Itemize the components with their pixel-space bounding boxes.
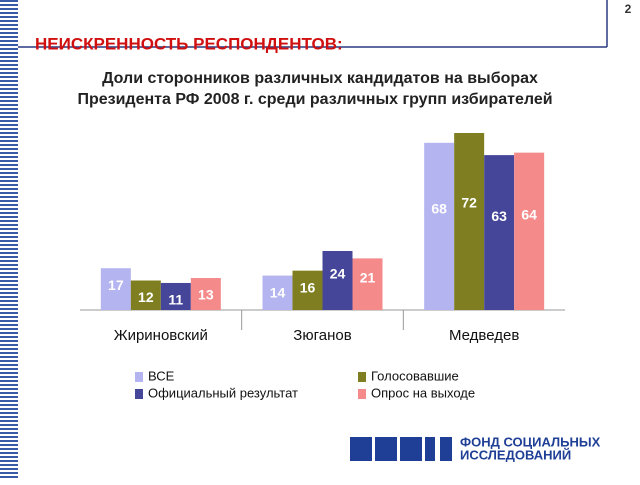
x-tick-label: Медведев bbox=[449, 327, 519, 344]
bar bbox=[262, 275, 293, 310]
bar bbox=[352, 258, 383, 310]
x-tick-label: Жириновский bbox=[114, 327, 208, 344]
bar bbox=[190, 278, 221, 310]
legend-swatch bbox=[358, 372, 366, 382]
side-border bbox=[0, 0, 18, 480]
legend-label: Опрос на выходе bbox=[371, 385, 475, 400]
bar bbox=[100, 268, 131, 310]
data-label: 14 bbox=[270, 284, 286, 300]
data-label: 24 bbox=[330, 265, 346, 281]
bar bbox=[292, 270, 323, 310]
legend-swatch bbox=[135, 372, 143, 382]
bar bbox=[130, 280, 161, 310]
data-label: 11 bbox=[168, 292, 183, 308]
legend-swatch bbox=[358, 389, 366, 399]
data-label: 16 bbox=[300, 279, 316, 295]
legend-label: Голосовавшие bbox=[371, 368, 459, 383]
x-tick-label: Зюганов bbox=[293, 327, 351, 344]
logo: ФОНД СОЦИАЛЬНЫХ ИССЛЕДОВАНИЙ bbox=[350, 434, 601, 462]
data-label: 63 bbox=[491, 208, 507, 224]
legend-label: Официальный результат bbox=[148, 385, 298, 400]
data-label: 64 bbox=[521, 206, 537, 222]
bar bbox=[514, 152, 545, 310]
bar bbox=[160, 282, 191, 310]
legend-label: ВСЕ bbox=[148, 368, 175, 383]
bar bbox=[322, 251, 353, 310]
page-number: 2 bbox=[625, 2, 632, 16]
logo-text: ФОНД СОЦИАЛЬНЫХ bbox=[460, 434, 601, 449]
data-label: 12 bbox=[138, 289, 154, 305]
legend-swatch bbox=[135, 389, 143, 399]
data-label: 21 bbox=[360, 270, 376, 286]
heading: НЕИСКРЕННОСТЬ РЕСПОНДЕНТОВ: bbox=[35, 34, 343, 53]
bar bbox=[484, 155, 515, 310]
bar bbox=[454, 133, 485, 310]
bar bbox=[424, 142, 455, 310]
subtitle: Доли сторонников различных кандидатов на… bbox=[102, 70, 538, 87]
logo-text: ИССЛЕДОВАНИЙ bbox=[460, 447, 571, 462]
subtitle: Президента РФ 2008 г. среди различных гр… bbox=[77, 91, 552, 108]
data-label: 68 bbox=[431, 200, 447, 216]
data-label: 72 bbox=[461, 195, 477, 211]
data-label: 17 bbox=[108, 277, 124, 293]
data-label: 13 bbox=[198, 287, 214, 303]
